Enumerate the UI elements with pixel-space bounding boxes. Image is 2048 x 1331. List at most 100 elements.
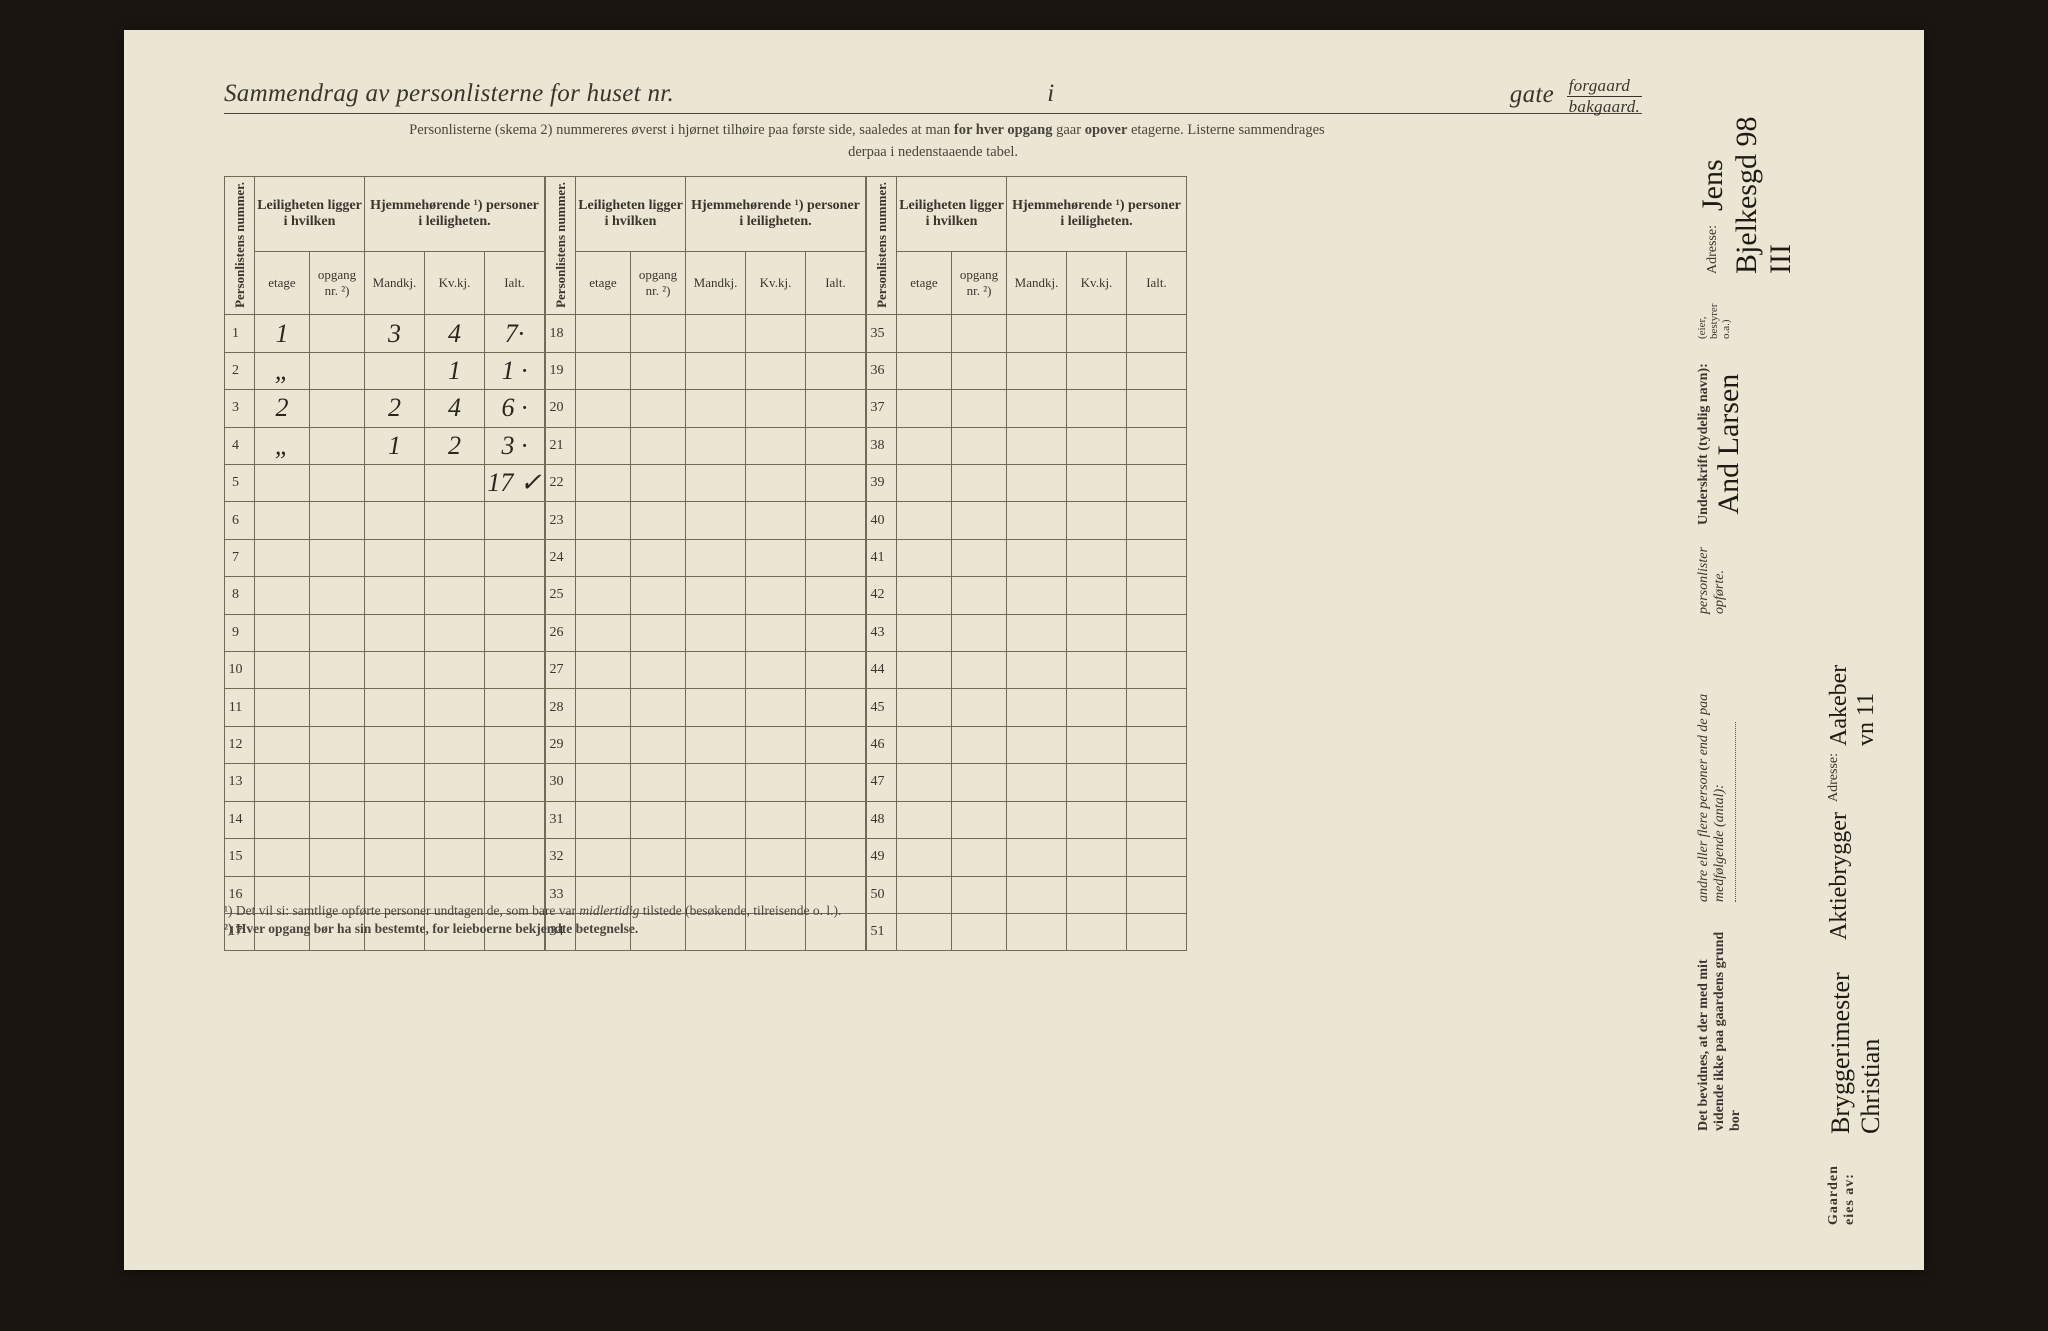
cell	[746, 390, 806, 427]
cell	[576, 390, 631, 427]
col-kvkj: Kv.kj.	[746, 251, 806, 314]
table-row: 32246 ·	[225, 390, 545, 427]
cell	[686, 913, 746, 950]
row-number: 40	[867, 502, 897, 539]
cell	[952, 801, 1007, 838]
cell	[806, 764, 866, 801]
cell	[425, 465, 485, 502]
cell	[806, 315, 866, 352]
cell	[1127, 726, 1187, 763]
row-number: 51	[867, 913, 897, 950]
cell	[631, 689, 686, 726]
owner-name-2: Aktiebrygger	[1826, 812, 1853, 940]
table-row: 41	[867, 539, 1187, 576]
cell: 4	[425, 315, 485, 352]
cell	[746, 465, 806, 502]
cell	[1067, 390, 1127, 427]
cell	[576, 577, 631, 614]
cell	[1007, 352, 1067, 389]
cell	[310, 465, 365, 502]
cell: 3 ·	[485, 427, 545, 464]
table-row: 51	[867, 913, 1187, 950]
cell	[485, 652, 545, 689]
cell	[1127, 390, 1187, 427]
cell	[1007, 465, 1067, 502]
col-ialt: Ialt.	[1127, 251, 1187, 314]
row-number: 28	[546, 689, 576, 726]
cell	[255, 689, 310, 726]
table-row: 28	[546, 689, 866, 726]
title-prefix: Sammendrag av personlisterne for huset n…	[224, 80, 674, 107]
cell	[897, 502, 952, 539]
table-row: 31	[546, 801, 866, 838]
cell	[255, 801, 310, 838]
cell	[1007, 764, 1067, 801]
cell	[631, 352, 686, 389]
gate-word: gate	[1510, 81, 1554, 108]
row-number: 26	[546, 614, 576, 651]
cell	[485, 801, 545, 838]
row-number: 32	[546, 839, 576, 876]
table-row: 25	[546, 577, 866, 614]
table-row: 6	[225, 502, 545, 539]
cell	[255, 465, 310, 502]
table-row: 4„123 ·	[225, 427, 545, 464]
cell	[1067, 689, 1127, 726]
table-row: 8	[225, 577, 545, 614]
cell	[952, 876, 1007, 913]
table-row: 46	[867, 726, 1187, 763]
cell	[806, 839, 866, 876]
row-number: 23	[546, 502, 576, 539]
cell	[365, 577, 425, 614]
cell	[686, 577, 746, 614]
cell	[1127, 839, 1187, 876]
document-page: Sammendrag av personlisterne for huset n…	[124, 30, 1924, 1270]
table-row: 11	[225, 689, 545, 726]
footnote-1a: ¹) Det vil si: samtlige opførte personer…	[224, 903, 576, 918]
owner-adresse-val: Aakeber vn 11	[1826, 665, 1880, 746]
cell	[485, 502, 545, 539]
header-subtext: Personlisterne (skema 2) nummereres øver…	[224, 120, 1642, 164]
row-number: 15	[225, 839, 255, 876]
col-mandkj: Mandkj.	[686, 251, 746, 314]
footnote-1b: tilstede (besøkende, tilreisende o. l.).	[643, 903, 842, 918]
cell: „	[255, 427, 310, 464]
col-mandkj: Mandkj.	[1007, 251, 1067, 314]
table-row: 47	[867, 764, 1187, 801]
cell	[576, 689, 631, 726]
cell	[310, 689, 365, 726]
table-row: 49	[867, 839, 1187, 876]
cell	[1007, 839, 1067, 876]
cell	[897, 539, 952, 576]
cell	[1067, 315, 1127, 352]
cell: 7·	[485, 315, 545, 352]
row-number: 31	[546, 801, 576, 838]
cell	[1007, 726, 1067, 763]
row-number: 8	[225, 577, 255, 614]
row-number: 46	[867, 726, 897, 763]
cell	[686, 352, 746, 389]
cell	[425, 839, 485, 876]
cell	[310, 539, 365, 576]
table-row: 14	[225, 801, 545, 838]
table-row: 20	[546, 390, 866, 427]
row-number: 6	[225, 502, 255, 539]
col-personlistens: Personlistens nummer.	[225, 176, 255, 315]
row-number: 10	[225, 652, 255, 689]
cell	[576, 839, 631, 876]
cell	[1067, 652, 1127, 689]
summary-table-3: Personlistens nummer. Leiligheten ligger…	[866, 176, 1187, 952]
cell: 2	[425, 427, 485, 464]
cell	[897, 465, 952, 502]
col-opgang: opgang nr. ²)	[631, 251, 686, 314]
forgaard: forgaard	[1567, 76, 1642, 97]
col-ialt: Ialt.	[485, 251, 545, 314]
cell	[631, 577, 686, 614]
cell	[310, 652, 365, 689]
row-number: 39	[867, 465, 897, 502]
cell	[310, 315, 365, 352]
col-etage: etage	[897, 251, 952, 314]
cell	[255, 764, 310, 801]
cell	[631, 764, 686, 801]
cell	[1127, 427, 1187, 464]
